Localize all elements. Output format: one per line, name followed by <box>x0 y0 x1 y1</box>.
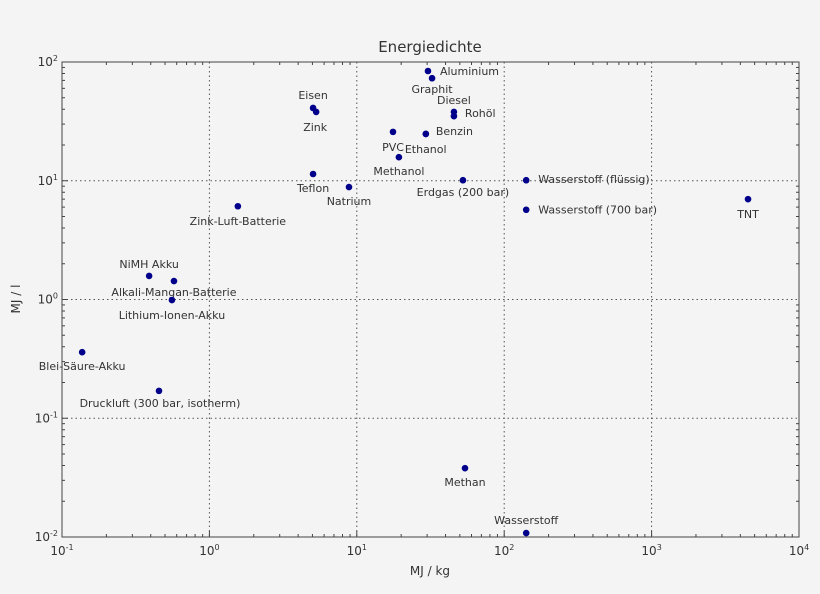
data-point <box>744 195 752 203</box>
data-point <box>459 176 467 184</box>
point-label: Aluminium <box>440 65 499 78</box>
data-point <box>522 529 530 537</box>
point-label: Graphit <box>411 83 453 96</box>
point-label: Diesel <box>437 94 471 107</box>
point-label: Zink-Luft-Batterie <box>190 215 287 228</box>
data-point <box>450 112 458 120</box>
point-label: Lithium-Ionen-Akku <box>119 309 226 322</box>
x-axis-label: MJ / kg <box>410 564 450 578</box>
data-point <box>168 296 176 304</box>
x-tick-label: 101 <box>347 543 367 558</box>
plot-frame <box>61 61 800 538</box>
data-point <box>345 183 353 191</box>
point-label: Zink <box>303 121 328 134</box>
point-label: Natrium <box>327 195 372 208</box>
data-point <box>170 277 178 285</box>
point-label: Wasserstoff (flüssig) <box>538 173 650 186</box>
data-point <box>155 387 163 395</box>
y-tick-label: 10-2 <box>35 529 58 544</box>
data-point <box>522 206 530 214</box>
point-label: Eisen <box>298 89 328 102</box>
x-tick-label: 103 <box>641 543 661 558</box>
point-label: Wasserstoff (700 bar) <box>538 204 657 217</box>
point-label: Druckluft (300 bar, isotherm) <box>80 397 241 410</box>
x-tick-label: 10-1 <box>50 543 73 558</box>
data-point <box>395 153 403 161</box>
data-point <box>428 74 436 82</box>
point-label: Methanol <box>373 165 424 178</box>
point-label: Blei-Säure-Akku <box>39 360 126 373</box>
point-label: Rohöl <box>465 107 496 120</box>
point-label: Teflon <box>296 182 329 195</box>
y-tick-label: 102 <box>38 54 58 69</box>
point-label: Methan <box>444 476 485 489</box>
y-tick-label: 100 <box>38 292 58 307</box>
x-tick-label: 104 <box>789 543 809 558</box>
data-point <box>145 272 153 280</box>
point-label: PVC <box>382 141 404 154</box>
data-point <box>461 464 469 472</box>
data-point <box>312 108 320 116</box>
point-label: Erdgas (200 bar) <box>417 186 510 199</box>
x-tick-label: 102 <box>494 543 514 558</box>
chart-title: Energiedichte <box>378 38 482 56</box>
data-point <box>234 202 242 210</box>
point-label: Benzin <box>436 125 473 138</box>
data-point <box>522 176 530 184</box>
data-point <box>389 128 397 136</box>
grid <box>62 62 799 537</box>
y-tick-label: 101 <box>38 173 58 188</box>
data-point <box>422 130 430 138</box>
point-label: Wasserstoff <box>494 514 558 527</box>
data-point <box>424 67 432 75</box>
point-label: Ethanol <box>405 143 447 156</box>
point-label: NiMH Akku <box>119 258 178 271</box>
data-point <box>309 170 317 178</box>
point-label: Alkali-Mangan-Batterie <box>111 286 236 299</box>
y-tick-label: 10-1 <box>35 410 58 425</box>
point-label: TNT <box>736 208 759 221</box>
x-tick-label: 100 <box>199 543 219 558</box>
y-axis-label: MJ / l <box>9 285 23 314</box>
data-point <box>78 348 86 356</box>
